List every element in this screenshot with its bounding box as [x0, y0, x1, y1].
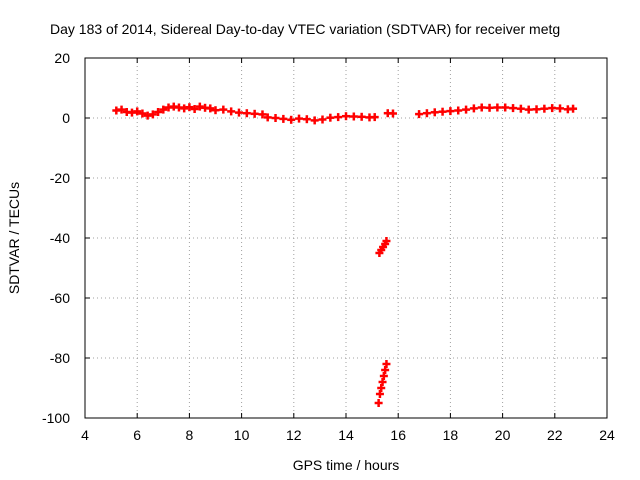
data-point — [271, 114, 280, 122]
data-point — [382, 237, 391, 245]
data-point — [430, 108, 439, 117]
data-point — [509, 104, 518, 113]
x-tick-label: 10 — [234, 427, 250, 443]
data-point — [377, 384, 386, 392]
data-point — [342, 112, 350, 121]
data-point — [234, 108, 243, 117]
data-point — [159, 105, 168, 114]
data-point — [469, 104, 478, 113]
data-point — [462, 105, 471, 114]
data-point — [540, 104, 549, 113]
y-tick-label: -40 — [50, 230, 70, 246]
y-tick-label: -60 — [50, 290, 70, 306]
y-axis-label: SDTVAR / TECUs — [6, 182, 22, 294]
y-tick-label: -100 — [42, 410, 70, 426]
x-tick-label: 12 — [286, 427, 302, 443]
y-tick-label: 0 — [62, 110, 70, 126]
x-tick-label: 6 — [133, 427, 141, 443]
axis-ticks: 4 6 8 10 12 14 16 18 20 22 24 -100 -80 -60 -40 -20 0 20 — [42, 50, 615, 443]
data-point — [381, 366, 390, 374]
data-point — [415, 110, 424, 119]
data-point — [524, 105, 533, 114]
data-point — [370, 113, 379, 122]
data-point — [154, 108, 163, 116]
data-point — [493, 103, 502, 112]
y-tick-label: -80 — [50, 350, 70, 366]
data-point — [349, 112, 358, 121]
data-point — [138, 109, 147, 118]
data-point — [374, 399, 383, 407]
data-point — [310, 116, 319, 125]
data-point — [295, 114, 304, 123]
data-point — [242, 109, 251, 118]
data-point — [477, 103, 486, 112]
data-point — [438, 107, 447, 116]
x-axis-label: GPS time / hours — [293, 457, 400, 473]
data-point — [287, 115, 296, 124]
data-point — [334, 113, 343, 122]
data-point — [485, 103, 494, 112]
data-point — [569, 104, 578, 113]
data-point — [382, 360, 391, 368]
x-tick-label: 24 — [599, 427, 615, 443]
data-point — [250, 109, 259, 118]
data-point — [532, 105, 541, 114]
data-point — [263, 113, 272, 122]
data-point — [378, 378, 387, 386]
data-point — [501, 103, 510, 112]
data-point — [422, 109, 431, 118]
chart-title: Day 183 of 2014, Sidereal Day-to-day VTE… — [50, 21, 560, 37]
x-tick-label: 8 — [186, 427, 194, 443]
data-point — [375, 390, 384, 398]
x-tick-label: 14 — [338, 427, 354, 443]
data-point — [258, 110, 267, 119]
y-tick-label: -20 — [50, 170, 70, 186]
x-tick-label: 18 — [443, 427, 459, 443]
data-point — [388, 109, 397, 118]
data-point — [211, 106, 220, 115]
data-point — [516, 104, 525, 113]
data-point — [548, 104, 557, 113]
data-point — [148, 110, 157, 119]
data-point — [556, 104, 565, 113]
data-point — [357, 112, 366, 121]
x-tick-label: 22 — [547, 427, 563, 443]
data-point — [379, 372, 388, 380]
data-point — [190, 105, 199, 113]
data-point — [133, 107, 142, 116]
data-point — [227, 107, 236, 116]
data-point — [117, 105, 126, 114]
data-points — [112, 102, 578, 407]
data-point — [185, 103, 194, 112]
data-point — [318, 115, 327, 124]
data-point — [454, 106, 463, 115]
x-tick-label: 16 — [390, 427, 406, 443]
x-tick-label: 20 — [495, 427, 511, 443]
data-point — [302, 115, 311, 124]
data-point — [219, 105, 228, 114]
data-point — [446, 107, 455, 116]
y-tick-label: 20 — [54, 50, 70, 66]
data-point — [279, 114, 288, 123]
data-point — [326, 113, 335, 122]
grid — [85, 58, 607, 418]
data-point — [206, 104, 215, 113]
x-tick-label: 4 — [81, 427, 89, 443]
